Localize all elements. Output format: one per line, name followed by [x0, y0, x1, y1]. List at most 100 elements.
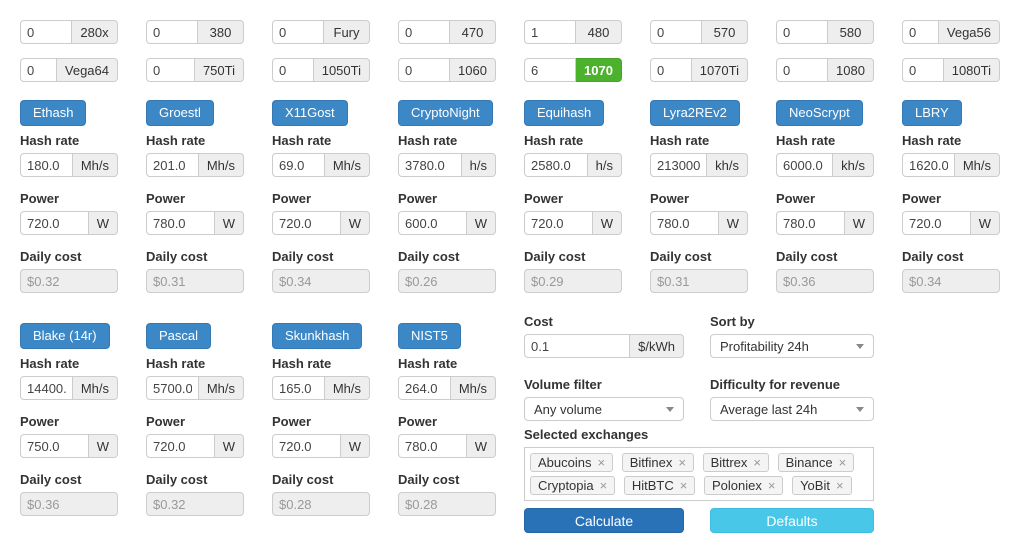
power-label: Power [398, 414, 438, 429]
power-input[interactable] [524, 211, 593, 235]
algo-column: NIST5 Hash rate Mh/s Power W Daily cost [398, 314, 496, 533]
gpu-count-group: 380 [146, 20, 244, 44]
power-unit-addon: W [466, 211, 496, 235]
remove-icon[interactable]: × [753, 455, 761, 470]
algo-button[interactable]: Lyra2REv2 [650, 100, 740, 126]
gpu-count-input[interactable] [524, 20, 576, 44]
daily-cost-label: Daily cost [650, 249, 712, 264]
power-input[interactable] [398, 434, 467, 458]
gpu-count-input[interactable] [776, 58, 828, 82]
volume-filter-select[interactable]: Any volume [524, 397, 684, 421]
settings-panel: Cost $/kWh Sort by Profitability 24h Vol… [524, 314, 874, 533]
algo-button[interactable]: NeoScrypt [776, 100, 863, 126]
gpu-count-input[interactable] [20, 20, 72, 44]
remove-icon[interactable]: × [767, 478, 776, 493]
exchange-tag-label: HitBTC [631, 478, 674, 493]
hash-rate-input[interactable] [272, 153, 325, 177]
hash-rate-unit-addon: Mh/s [954, 153, 1000, 177]
gpu-count-input[interactable] [902, 58, 944, 82]
calculate-button[interactable]: Calculate [524, 508, 684, 533]
hash-rate-group: Mh/s [902, 153, 1000, 177]
hash-rate-group: Mh/s [20, 376, 118, 400]
gpu-count-input[interactable] [776, 20, 828, 44]
algo-button[interactable]: X11Gost [272, 100, 348, 126]
daily-cost-input [20, 269, 118, 293]
gpu-model-addon: 480 [576, 20, 622, 44]
hash-rate-label: Hash rate [20, 133, 80, 148]
gpu-count-input[interactable] [902, 20, 939, 44]
hash-rate-input[interactable] [146, 153, 199, 177]
sort-by-value: Profitability 24h [720, 338, 809, 354]
hash-rate-unit-addon: Mh/s [324, 153, 370, 177]
gpu-count-input[interactable] [272, 58, 314, 82]
daily-cost-label: Daily cost [146, 249, 208, 264]
algo-button[interactable]: Blake (14r) [20, 323, 110, 349]
gpu-count-input[interactable] [650, 58, 692, 82]
gpu-count-group: 1080 [776, 58, 874, 82]
remove-icon[interactable]: × [599, 478, 608, 493]
power-input[interactable] [272, 211, 341, 235]
algo-column: CryptoNight Hash rate h/s Power W Daily … [398, 100, 496, 293]
cost-label: Cost [524, 314, 553, 329]
gpu-count-input[interactable] [20, 58, 57, 82]
sort-by-label: Sort by [710, 314, 755, 329]
power-input[interactable] [902, 211, 971, 235]
algo-button[interactable]: Ethash [20, 100, 87, 126]
hash-rate-group: h/s [524, 153, 622, 177]
power-input[interactable] [272, 434, 341, 458]
sort-by-select[interactable]: Profitability 24h [710, 334, 874, 358]
algo-button[interactable]: NIST5 [398, 323, 461, 349]
daily-cost-input [146, 269, 244, 293]
algo-button[interactable]: Groestl [146, 100, 214, 126]
hash-rate-input[interactable] [398, 376, 451, 400]
remove-icon[interactable]: × [597, 455, 606, 470]
power-label: Power [650, 191, 690, 206]
hash-rate-group: kh/s [776, 153, 874, 177]
hash-rate-input[interactable] [146, 376, 199, 400]
cost-input[interactable] [524, 334, 631, 358]
algo-button[interactable]: Equihash [524, 100, 605, 126]
gpu-count-input[interactable] [398, 20, 450, 44]
power-input[interactable] [20, 211, 89, 235]
power-input[interactable] [776, 211, 845, 235]
gpu-count-input[interactable] [146, 58, 195, 82]
power-input[interactable] [20, 434, 89, 458]
remove-icon[interactable]: × [835, 478, 844, 493]
gpu-model-addon: 1070Ti [691, 58, 748, 82]
hash-rate-input[interactable] [524, 153, 588, 177]
power-input[interactable] [146, 211, 215, 235]
hash-rate-input[interactable] [272, 376, 325, 400]
gpu-count-input[interactable] [146, 20, 198, 44]
exchange-tag: Abucoins × [530, 453, 614, 472]
remove-icon[interactable]: × [679, 478, 688, 493]
gpu-count-input[interactable] [650, 20, 702, 44]
algo-button[interactable]: Pascal [146, 323, 212, 349]
remove-icon[interactable]: × [678, 455, 686, 470]
hash-rate-input[interactable] [776, 153, 834, 177]
defaults-button[interactable]: Defaults [710, 508, 874, 533]
gpu-count-input[interactable] [398, 58, 450, 82]
hash-rate-label: Hash rate [524, 133, 584, 148]
hash-rate-input[interactable] [20, 376, 73, 400]
algo-button[interactable]: Skunkhash [272, 323, 363, 349]
remove-icon[interactable]: × [838, 455, 847, 470]
daily-cost-label: Daily cost [776, 249, 838, 264]
power-label: Power [524, 191, 564, 206]
hash-rate-input[interactable] [20, 153, 73, 177]
difficulty-select[interactable]: Average last 24h [710, 397, 874, 421]
algo-button[interactable]: LBRY [902, 100, 962, 126]
power-input[interactable] [398, 211, 467, 235]
power-input[interactable] [650, 211, 719, 235]
algo-button[interactable]: CryptoNight [398, 100, 493, 126]
gpu-count-input[interactable] [524, 58, 576, 82]
hash-rate-input[interactable] [902, 153, 955, 177]
gpu-model-addon: 1080 [828, 58, 874, 82]
hash-rate-input[interactable] [650, 153, 708, 177]
power-input[interactable] [146, 434, 215, 458]
gpu-count-input[interactable] [272, 20, 324, 44]
exchange-tag-label: Cryptopia [538, 478, 594, 493]
daily-cost-label: Daily cost [272, 472, 334, 487]
gpu-count-group: Vega64 [20, 58, 118, 82]
hash-rate-input[interactable] [398, 153, 462, 177]
cost-unit-addon: $/kWh [630, 334, 684, 358]
